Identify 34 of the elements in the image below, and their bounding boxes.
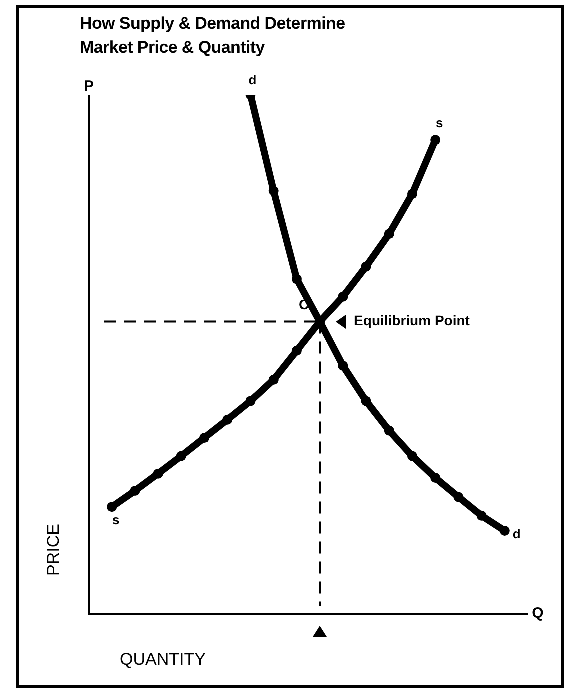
point — [246, 396, 256, 406]
y-axis-title: PRICE — [44, 524, 64, 576]
point — [153, 468, 164, 479]
text: s — [436, 116, 444, 131]
point — [268, 186, 279, 196]
point — [200, 433, 210, 444]
text: d — [512, 526, 521, 542]
point — [268, 374, 279, 385]
text: Q — [532, 605, 544, 622]
point — [384, 426, 394, 436]
point — [292, 274, 302, 284]
x-axis-title: QUANTITY — [120, 650, 206, 670]
point — [500, 526, 510, 536]
point — [361, 396, 372, 406]
series-label: d — [248, 72, 257, 88]
series-label: s — [112, 512, 120, 528]
point — [130, 486, 140, 496]
point — [476, 510, 487, 521]
point — [454, 492, 464, 502]
point — [430, 135, 441, 146]
point — [338, 292, 348, 302]
point — [361, 262, 372, 272]
point — [384, 229, 394, 240]
point — [430, 473, 441, 484]
point — [222, 414, 233, 425]
annotation: Equilibrium Point — [354, 312, 470, 329]
point — [107, 502, 118, 512]
point — [176, 451, 186, 462]
point — [292, 346, 302, 356]
point — [338, 360, 348, 371]
point — [407, 451, 418, 462]
point — [407, 189, 418, 200]
chart-title: How Supply & Demand Determine Market Price & Quantity — [80, 13, 346, 59]
annotation: P — [84, 78, 94, 96]
